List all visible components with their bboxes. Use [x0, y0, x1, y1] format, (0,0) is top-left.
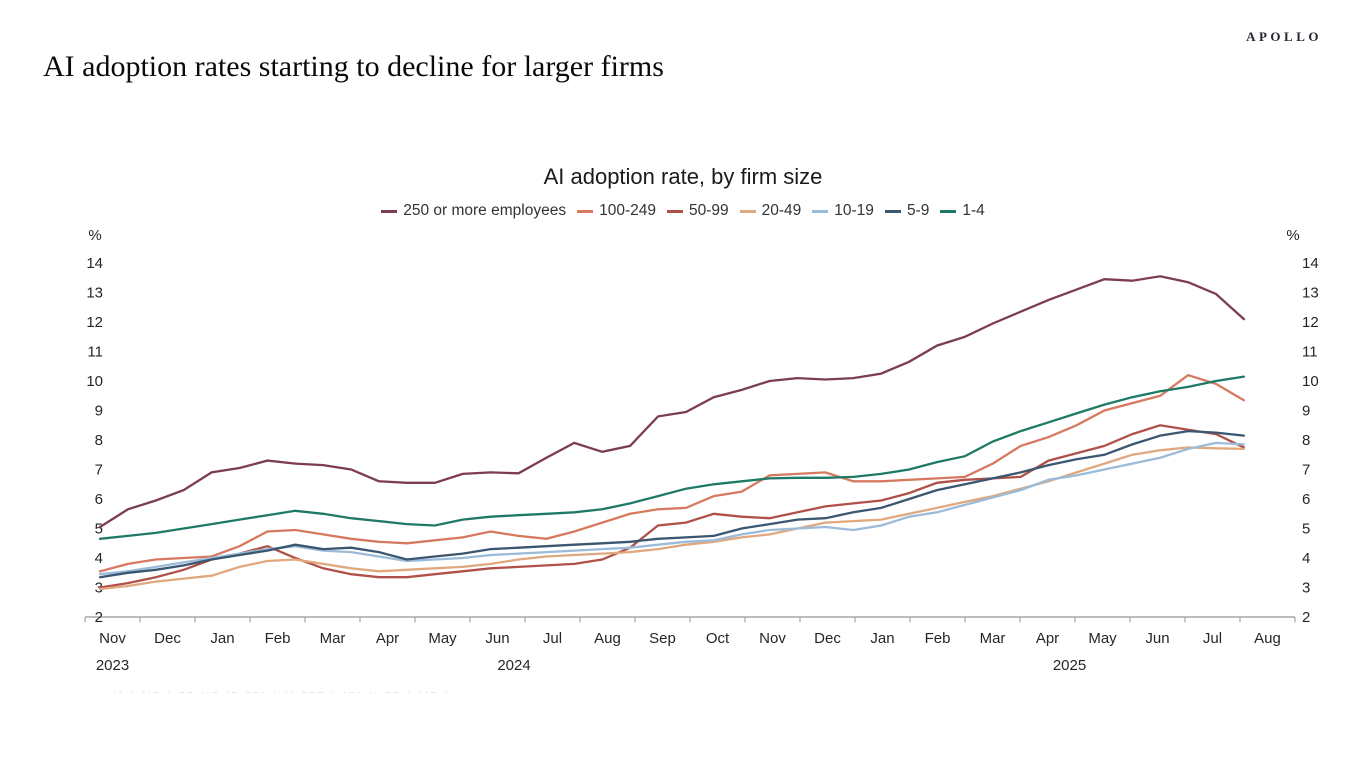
x-month-label: Jun — [1145, 630, 1169, 647]
y-tick-label-left: 11 — [87, 344, 103, 361]
x-month-label: Oct — [706, 630, 730, 647]
y-tick-label-left: 3 — [95, 580, 103, 597]
y-tick-label-right: 3 — [1302, 580, 1310, 597]
chart-title: AI adoption rate, by firm size — [543, 164, 823, 189]
legend-swatch — [666, 209, 683, 213]
y-tick-label-right: 5 — [1302, 521, 1310, 538]
x-year-label: 2025 — [1053, 657, 1086, 674]
legend-swatch — [940, 209, 957, 213]
chart-legend: 250 or more employees 100-249 50-99 20-49 10… — [0, 202, 1366, 220]
y-unit-left: % — [88, 227, 101, 244]
y-tick-label-right: 7 — [1302, 462, 1310, 479]
y-tick-label-right: 2 — [1302, 609, 1310, 626]
x-month-label: Mar — [320, 630, 346, 647]
x-month-label: Apr — [1036, 630, 1059, 647]
legend-item-1-4: 1-4 — [940, 202, 985, 220]
y-tick-label-left: 8 — [95, 432, 103, 449]
legend-item-20-49: 20-49 — [739, 202, 802, 220]
x-month-label: Mar — [980, 630, 1006, 647]
x-month-label: Jan — [210, 630, 234, 647]
x-month-label: Jul — [543, 630, 562, 647]
y-tick-label-right: 13 — [1302, 285, 1319, 302]
series-line-250-or-more-employees — [98, 275, 1246, 529]
y-tick-label-right: 9 — [1302, 403, 1310, 420]
series-line-1-4 — [98, 375, 1246, 540]
y-tick-label-right: 12 — [1302, 314, 1319, 331]
legend-item-5-9: 5-9 — [884, 202, 930, 220]
legend-label: 20-49 — [761, 202, 802, 219]
legend-swatch — [739, 209, 756, 213]
y-tick-label-right: 4 — [1302, 550, 1310, 567]
y-unit-right: % — [1286, 227, 1299, 244]
x-year-label: 2024 — [497, 657, 530, 674]
x-month-label: Aug — [594, 630, 621, 647]
series-line-50-99 — [98, 424, 1246, 589]
y-tick-label-right: 14 — [1302, 255, 1319, 272]
x-month-label: Nov — [99, 630, 126, 647]
y-tick-label-left: 9 — [95, 403, 103, 420]
y-tick-label-left: 7 — [95, 462, 103, 479]
legend-label: 1-4 — [962, 202, 985, 219]
x-month-label: Dec — [814, 630, 841, 647]
x-month-label: May — [1088, 630, 1117, 647]
y-tick-label-left: 4 — [95, 550, 103, 567]
x-month-label: Jul — [1203, 630, 1222, 647]
x-month-label: Apr — [376, 630, 399, 647]
x-month-label: Jun — [485, 630, 509, 647]
x-month-label: Feb — [925, 630, 951, 647]
y-tick-label-right: 10 — [1302, 373, 1319, 390]
x-month-label: Aug — [1254, 630, 1281, 647]
legend-item-10-19: 10-19 — [812, 202, 874, 220]
legend-label: 5-9 — [906, 202, 930, 219]
legend-item-100-249: 100-249 — [577, 202, 656, 220]
y-tick-label-left: 12 — [86, 314, 103, 331]
x-year-label: 2023 — [96, 657, 129, 674]
x-month-label: May — [428, 630, 457, 647]
x-month-label: Nov — [759, 630, 786, 647]
apollo-logo: APOLLO — [1246, 29, 1322, 44]
page-title: AI adoption rates starting to decline fo… — [43, 50, 664, 83]
series-line-20-49 — [98, 446, 1246, 591]
legend-label: 100-249 — [599, 202, 656, 219]
y-tick-label-left: 6 — [95, 491, 103, 508]
y-tick-label-left: 2 — [95, 609, 103, 626]
legend-item-50-99: 50-99 — [666, 202, 729, 220]
footnote-fragments: ·· · ··– · –– ··– ·– ––· · ·· ––– · ·–· … — [113, 688, 451, 693]
x-month-label: Sep — [649, 630, 676, 647]
y-tick-label-right: 8 — [1302, 432, 1310, 449]
legend-swatch — [884, 209, 901, 213]
series-line-100-249 — [98, 373, 1246, 573]
y-tick-label-right: 6 — [1302, 491, 1310, 508]
x-month-label: Feb — [265, 630, 291, 647]
legend-swatch — [577, 209, 594, 213]
legend-item-250-or-more-employees: 250 or more employees — [381, 202, 566, 220]
y-tick-label-left: 5 — [95, 521, 103, 538]
y-tick-label-left: 10 — [86, 373, 103, 390]
legend-swatch — [381, 209, 398, 213]
y-tick-label-right: 11 — [1302, 344, 1318, 361]
series-line-5-9 — [98, 429, 1246, 579]
legend-label: 10-19 — [834, 202, 874, 219]
x-month-label: Dec — [154, 630, 181, 647]
x-month-label: Jan — [870, 630, 894, 647]
legend-label: 250 or more employees — [403, 202, 567, 219]
y-tick-label-left: 13 — [86, 285, 103, 302]
legend-swatch — [812, 209, 829, 213]
y-tick-label-left: 14 — [86, 255, 103, 272]
legend-label: 50-99 — [688, 202, 729, 219]
